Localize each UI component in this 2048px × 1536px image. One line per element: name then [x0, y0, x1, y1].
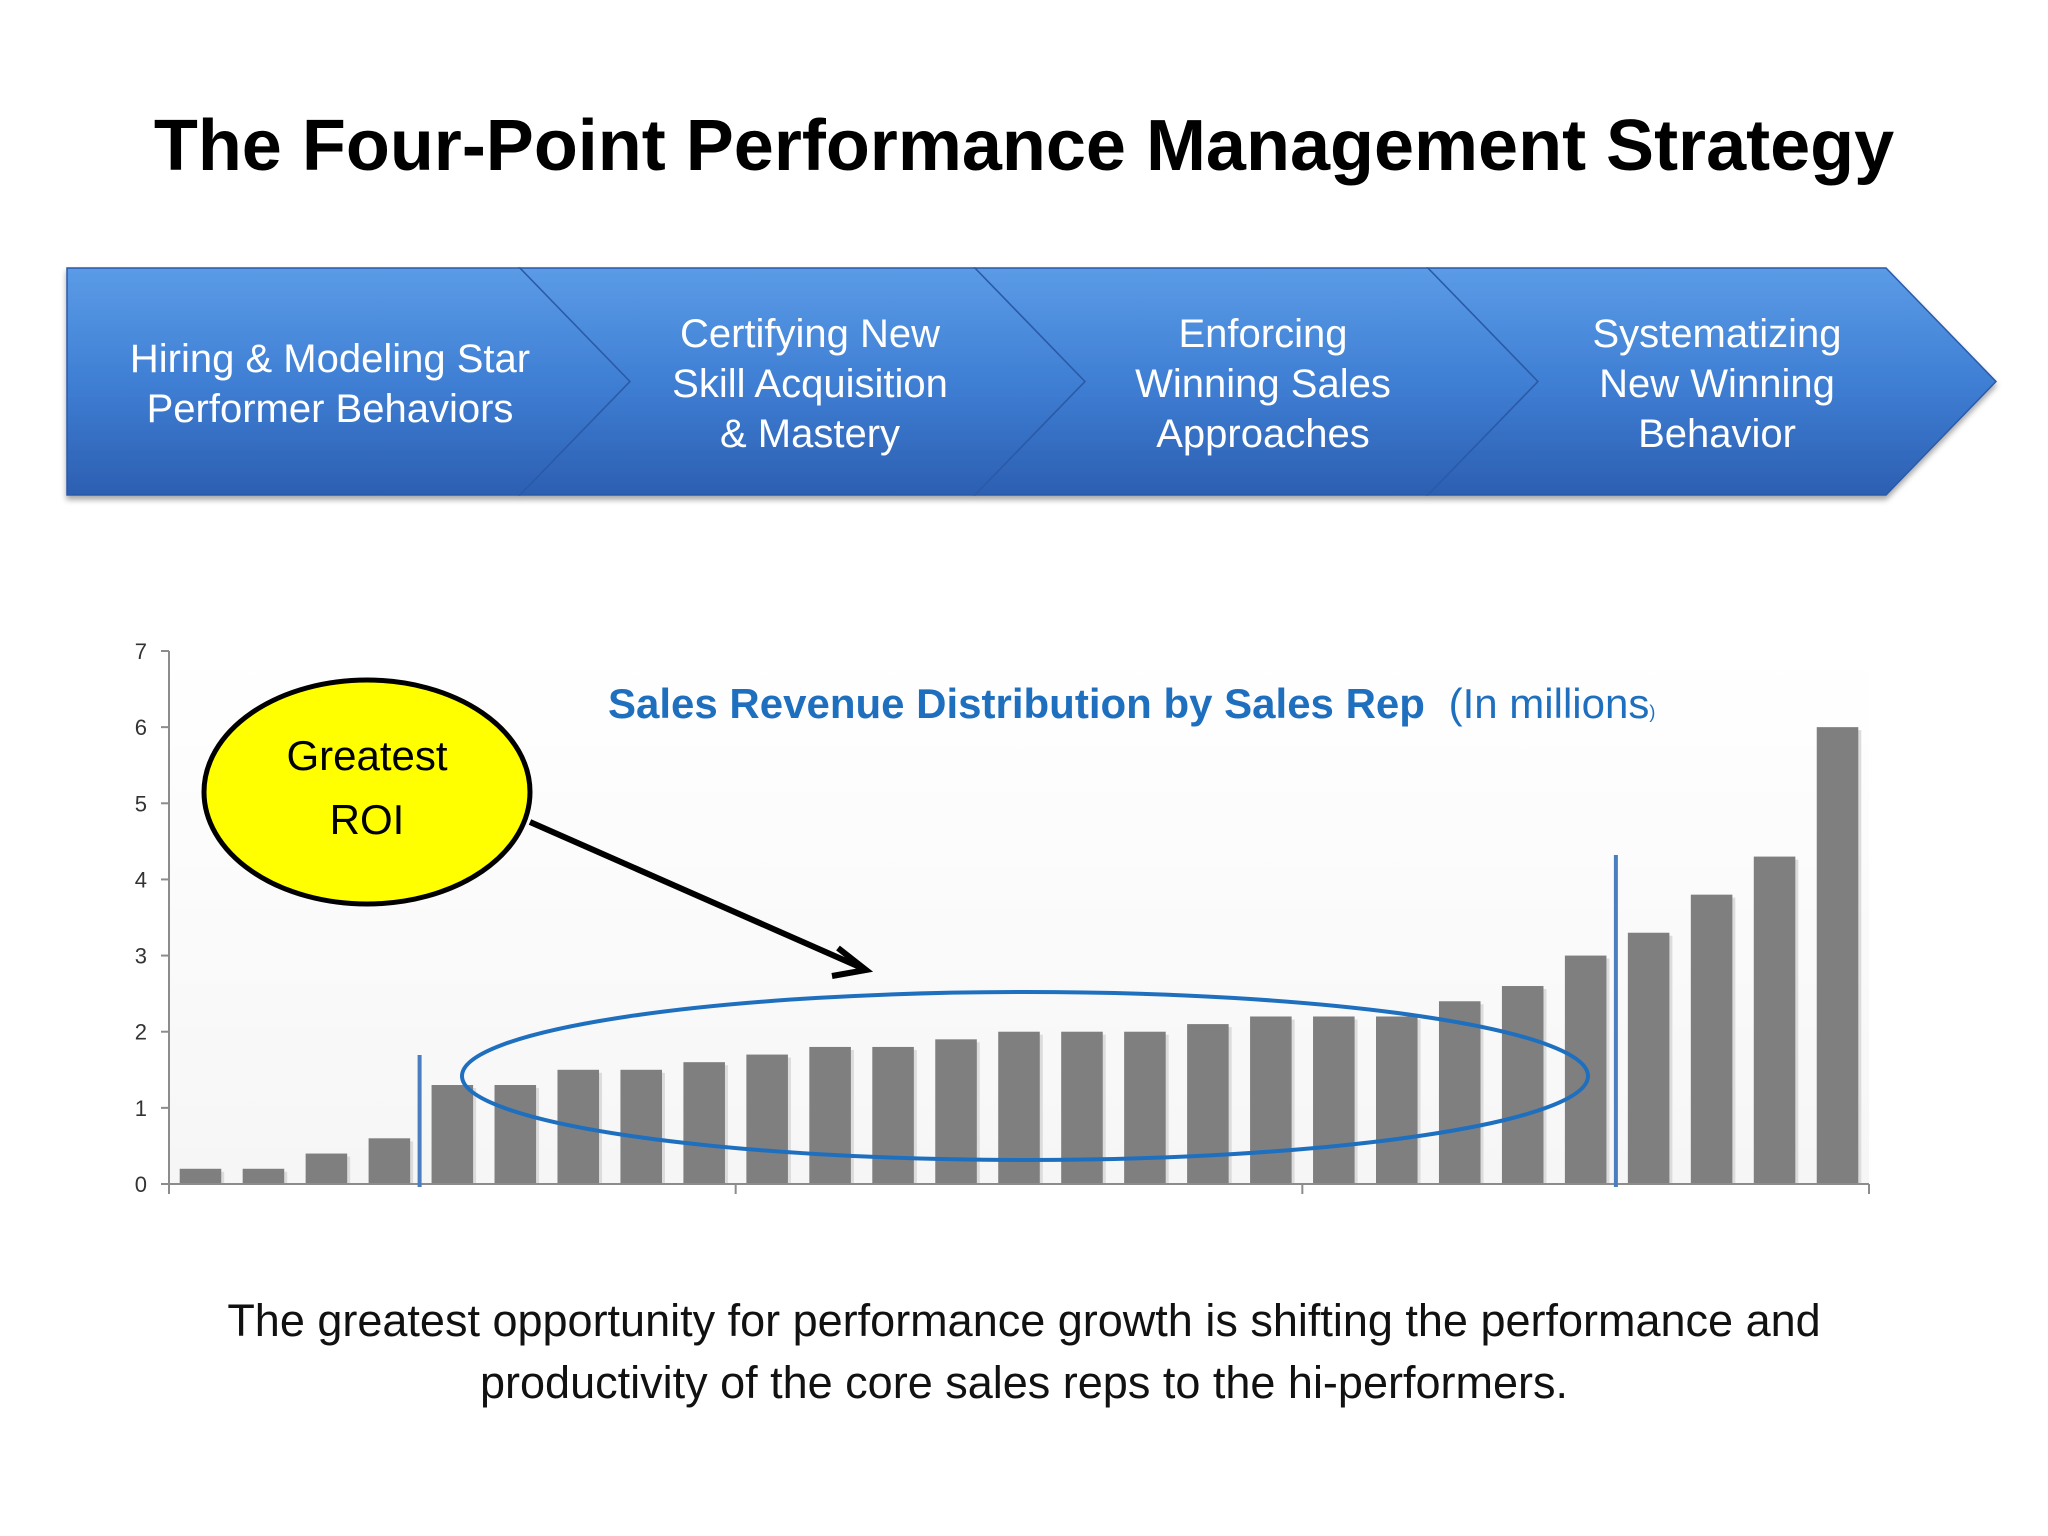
y-tick-label-1: 1 — [135, 1096, 147, 1121]
bar-rep-20 — [1376, 1016, 1418, 1184]
callout-arrow-shaft — [528, 819, 864, 971]
chart-title: Sales Revenue Distribution by Sales Rep … — [608, 680, 1655, 727]
bar-rep-4 — [368, 1138, 411, 1184]
bar-rep-5 — [431, 1085, 474, 1184]
bar-rep-19 — [1313, 1016, 1355, 1184]
process-step-2-label-line-3: & Mastery — [720, 412, 900, 456]
bar-rep-24 — [1627, 932, 1670, 1184]
process-step-2-label-line-1: Certifying New — [680, 312, 940, 356]
core-reps-ellipse — [460, 990, 1590, 1162]
bar-rep-3 — [305, 1153, 348, 1184]
callout-line-1: Greatest — [286, 732, 447, 779]
bar-rep-27 — [1816, 727, 1859, 1184]
bar-rep-17 — [1187, 1024, 1229, 1184]
process-step-4-label-line-3: Behavior — [1638, 412, 1796, 456]
callout-line-2: ROI — [330, 796, 405, 843]
chart-subtitle: (In millions — [1449, 680, 1650, 727]
process-step-1-label-line-2: Performer Behaviors — [147, 387, 514, 431]
bar-rep-16 — [1124, 1031, 1166, 1184]
slide-title: The Four-Point Performance Management St… — [153, 106, 1895, 186]
process-step-4-label-line-1: Systematizing — [1593, 312, 1842, 356]
greatest-roi-callout — [201, 677, 533, 907]
process-step-2-label-line-2: Skill Acquisition — [672, 362, 948, 406]
bar-rep-6 — [494, 1085, 537, 1184]
bar-rep-10 — [746, 1054, 788, 1184]
process-step-3-label-line-1: Enforcing — [1179, 312, 1348, 356]
bar-rep-21 — [1438, 1001, 1481, 1184]
bar-rep-2 — [242, 1168, 285, 1184]
bottom-caption: The greatest opportunity for performance… — [227, 1295, 1821, 1408]
process-step-3-label-line-2: Winning Sales — [1135, 362, 1391, 406]
callout-arrow-head — [831, 945, 874, 979]
bar-rep-8 — [620, 1069, 662, 1184]
bar-rep-12 — [872, 1046, 914, 1184]
bar-rep-11 — [809, 1046, 851, 1184]
chart-title-bold: Sales Revenue Distribution by Sales Rep — [608, 680, 1425, 727]
bar-rep-22 — [1501, 986, 1544, 1184]
y-tick-label-7: 7 — [135, 639, 147, 664]
y-tick-label-4: 4 — [135, 867, 147, 892]
y-tick-label-0: 0 — [135, 1172, 147, 1197]
bar-rep-18 — [1250, 1016, 1292, 1184]
bar-rep-26 — [1753, 856, 1796, 1184]
bar-rep-1 — [179, 1168, 222, 1184]
y-tick-label-5: 5 — [135, 791, 147, 816]
bar-rep-13 — [935, 1039, 977, 1184]
y-tick-label-6: 6 — [135, 715, 147, 740]
bar-rep-25 — [1690, 894, 1733, 1184]
process-step-4 — [1426, 267, 1998, 496]
process-step-4-label-line-2: New Winning — [1599, 362, 1835, 406]
chart-subtitle-suffix: ) — [1649, 702, 1655, 722]
bar-rep-9 — [683, 1062, 725, 1184]
process-step-1-label-line-1: Hiring & Modeling Star — [130, 337, 530, 381]
process-step-3-label-line-3: Approaches — [1156, 412, 1369, 456]
y-tick-label-2: 2 — [135, 1020, 147, 1045]
y-tick-label-3: 3 — [135, 944, 147, 969]
